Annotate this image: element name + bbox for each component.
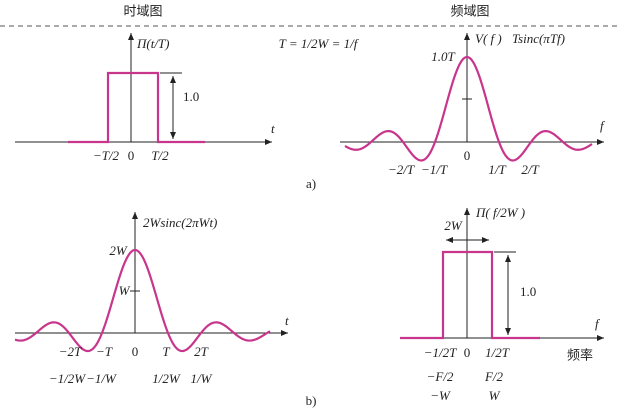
caption: a): [306, 176, 316, 191]
tick-label: −1/W: [86, 371, 117, 386]
tick-label: 0: [132, 344, 139, 359]
relation: T = 1/2W = 1/f: [279, 36, 360, 51]
tick-label: −1/2W: [49, 371, 86, 386]
tick-label: 0: [464, 148, 471, 163]
axis-label: t: [271, 121, 275, 136]
tick-label: T: [162, 344, 170, 359]
function-label: 2Wsinc(2πWt): [143, 215, 217, 230]
tick-label: 1/T: [488, 162, 506, 177]
tick-label: −W: [430, 388, 451, 403]
tick-label: 0: [128, 148, 135, 163]
tick-label: −1/T: [421, 162, 448, 177]
axis-note: 频率: [567, 348, 593, 364]
labels: 时域图 频域图 T = 1/2W = 1/f Π(t/T) t 1.0 −T/2…: [49, 5, 606, 408]
half-label: W: [119, 283, 131, 298]
tick-label: 0: [464, 345, 471, 360]
axis-label: t: [285, 313, 289, 328]
tick-label: 1/W: [191, 371, 213, 386]
tick-label: 1/2T: [485, 345, 510, 360]
function-label: V( f ): [475, 31, 502, 46]
width-label: 2W: [444, 218, 463, 233]
layout: [0, 25, 620, 353]
tick-label: −T/2: [93, 148, 120, 163]
peak-label: 1.0T: [431, 49, 455, 64]
header: 频域图: [450, 5, 489, 20]
axis-label: f: [600, 118, 606, 133]
function-label: Π( f/2W ): [475, 205, 525, 220]
tick-label: 1/2W: [152, 371, 181, 386]
height-label: 1.0: [183, 89, 199, 104]
peak-label: 2W: [109, 243, 128, 258]
height-label: 1.0: [520, 284, 536, 299]
tick-label: −2/T: [388, 162, 415, 177]
axis-label: f: [595, 316, 601, 331]
rect-pulse: [68, 71, 205, 144]
header: 时域图: [123, 5, 162, 20]
tick-label: −2T: [59, 344, 82, 359]
tick-label: 2/T: [521, 162, 539, 177]
function-label: Π(t/T): [136, 36, 170, 51]
rect-spectrum: [400, 250, 540, 340]
tick-label: −1/2T: [424, 345, 457, 360]
sinc-curve: [344, 55, 593, 162]
tick-label: W: [489, 388, 501, 403]
tick-label: 2T: [194, 344, 209, 359]
sinc-curve: [14, 248, 271, 353]
tick-label: F/2: [484, 369, 504, 384]
tick-label: T/2: [151, 148, 169, 163]
formula-label: Tsinc(πTf): [512, 31, 565, 46]
tick-label: −T: [96, 344, 113, 359]
caption: b): [306, 393, 317, 408]
tick-label: −F/2: [427, 369, 454, 384]
